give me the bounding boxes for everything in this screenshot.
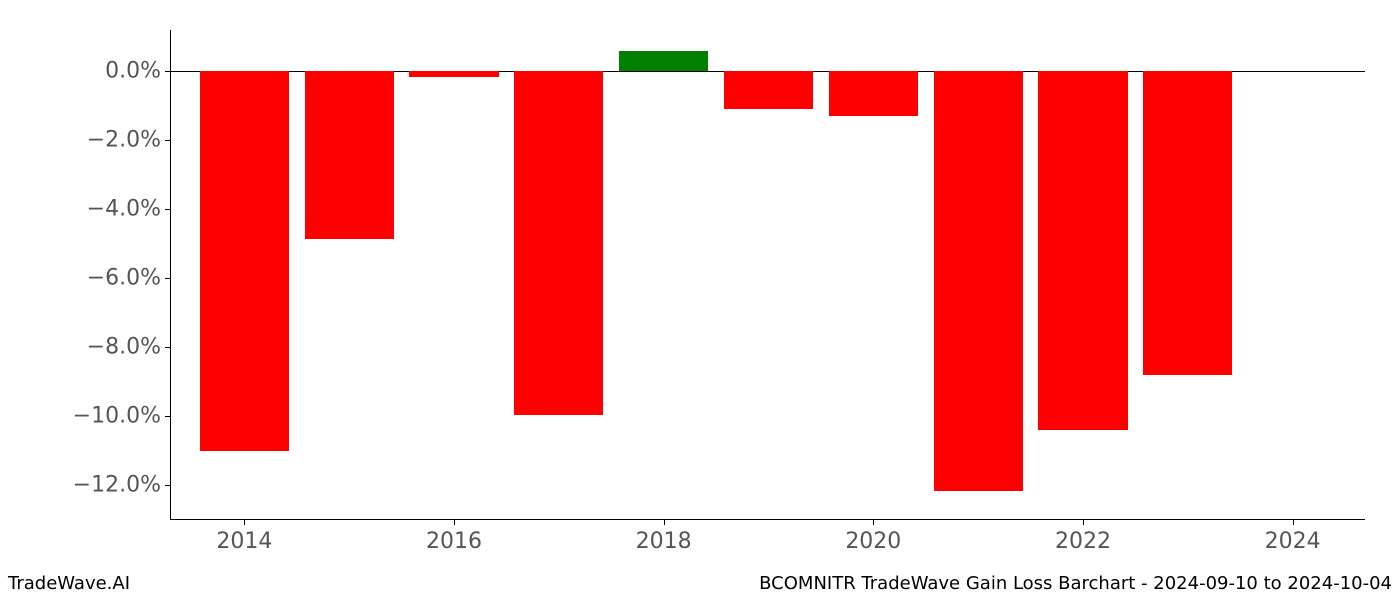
y-tick-label: −4.0% <box>87 197 171 222</box>
y-tick-label: −12.0% <box>73 473 171 498</box>
bar-2018 <box>619 51 708 72</box>
bar-2021 <box>934 71 1023 490</box>
y-tick-label: −10.0% <box>73 404 171 429</box>
y-tick-label: −6.0% <box>87 266 171 291</box>
x-tick-label: 2024 <box>1265 519 1321 554</box>
x-tick-label: 2014 <box>216 519 272 554</box>
y-tick-label: −8.0% <box>87 335 171 360</box>
bar-2014 <box>200 71 289 451</box>
bar-2017 <box>514 71 603 414</box>
footer-left-brand: TradeWave.AI <box>8 573 130 594</box>
x-tick-label: 2018 <box>636 519 692 554</box>
y-tick-label: 0.0% <box>105 59 171 84</box>
bar-2022 <box>1038 71 1127 430</box>
gain-loss-barchart: 0.0%−2.0%−4.0%−6.0%−8.0%−10.0%−12.0%2014… <box>170 30 1365 520</box>
y-tick-label: −2.0% <box>87 128 171 153</box>
footer-right-caption: BCOMNITR TradeWave Gain Loss Barchart - … <box>759 573 1392 594</box>
x-tick-label: 2016 <box>426 519 482 554</box>
bar-2015 <box>305 71 394 238</box>
bar-2020 <box>829 71 918 116</box>
bar-2023 <box>1143 71 1232 375</box>
bar-2016 <box>409 71 498 76</box>
x-tick-label: 2022 <box>1055 519 1111 554</box>
bar-2019 <box>724 71 813 109</box>
x-tick-label: 2020 <box>845 519 901 554</box>
